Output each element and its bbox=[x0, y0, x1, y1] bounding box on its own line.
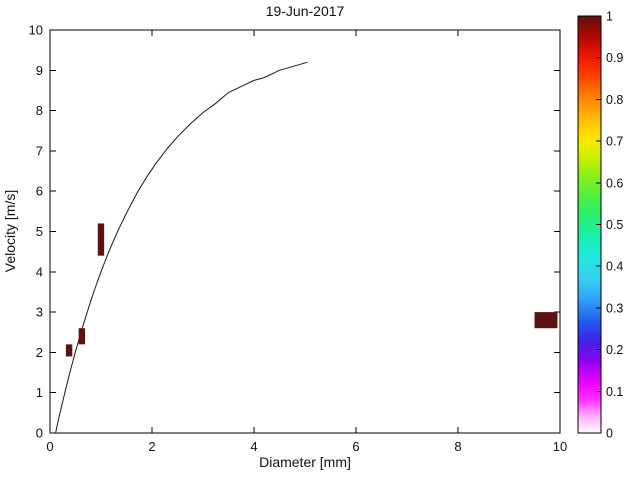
y-tick-label: 4 bbox=[36, 264, 43, 279]
colorbar-tick-label: 1 bbox=[606, 10, 613, 24]
y-tick-label: 2 bbox=[36, 345, 43, 360]
colorbar-tick-label: 0.1 bbox=[606, 385, 623, 399]
x-tick-label: 8 bbox=[454, 439, 461, 454]
x-axis-label: Diameter [mm] bbox=[259, 454, 351, 470]
y-tick-label: 9 bbox=[36, 63, 43, 78]
colorbar-tick-label: 0.5 bbox=[606, 218, 623, 232]
y-tick-label: 3 bbox=[36, 305, 43, 320]
drop-bin-patch bbox=[534, 312, 558, 329]
drop-bin-patch bbox=[97, 223, 105, 256]
y-tick-label: 6 bbox=[36, 184, 43, 199]
drop-bin-patch bbox=[78, 328, 86, 345]
y-tick-label: 5 bbox=[36, 224, 43, 239]
x-tick-label: 10 bbox=[553, 439, 567, 454]
x-tick-label: 6 bbox=[352, 439, 359, 454]
colorbar-tick-label: 0.2 bbox=[606, 343, 623, 357]
chart-generated-layer: 0 2 4 6 8 10 0 1 2 3 4 5 6 7 8 9 10 0 0.1 0.2 0.3 0.4 0.5 0.6 0.… bbox=[29, 10, 624, 455]
y-axis-label: Velocity [m/s] bbox=[2, 190, 18, 272]
x-tick-label: 2 bbox=[148, 439, 155, 454]
y-tick-label: 1 bbox=[36, 385, 43, 400]
colorbar-tick-label: 0.7 bbox=[606, 135, 623, 149]
colorbar-tick-label: 0.8 bbox=[606, 93, 623, 107]
y-tick-label: 7 bbox=[36, 143, 43, 158]
y-tick-label: 10 bbox=[29, 23, 43, 38]
colorbar-tick-label: 0.9 bbox=[606, 51, 623, 65]
chart-title: 19-Jun-2017 bbox=[266, 3, 345, 19]
y-tick-label: 8 bbox=[36, 103, 43, 118]
drop-bin-patch bbox=[65, 344, 73, 357]
plot-box bbox=[49, 29, 561, 434]
x-tick-label: 0 bbox=[46, 439, 53, 454]
y-tick-label: 0 bbox=[36, 426, 43, 441]
colorbar-tick-label: 0.3 bbox=[606, 301, 623, 315]
colorbar-tick-label: 0.6 bbox=[606, 176, 623, 190]
raindrop-terminal-velocity-curve bbox=[55, 61, 308, 434]
colorbar-tick-label: 0 bbox=[606, 427, 613, 441]
x-tick-label: 4 bbox=[250, 439, 257, 454]
colorbar-tick-label: 0.4 bbox=[606, 260, 623, 274]
